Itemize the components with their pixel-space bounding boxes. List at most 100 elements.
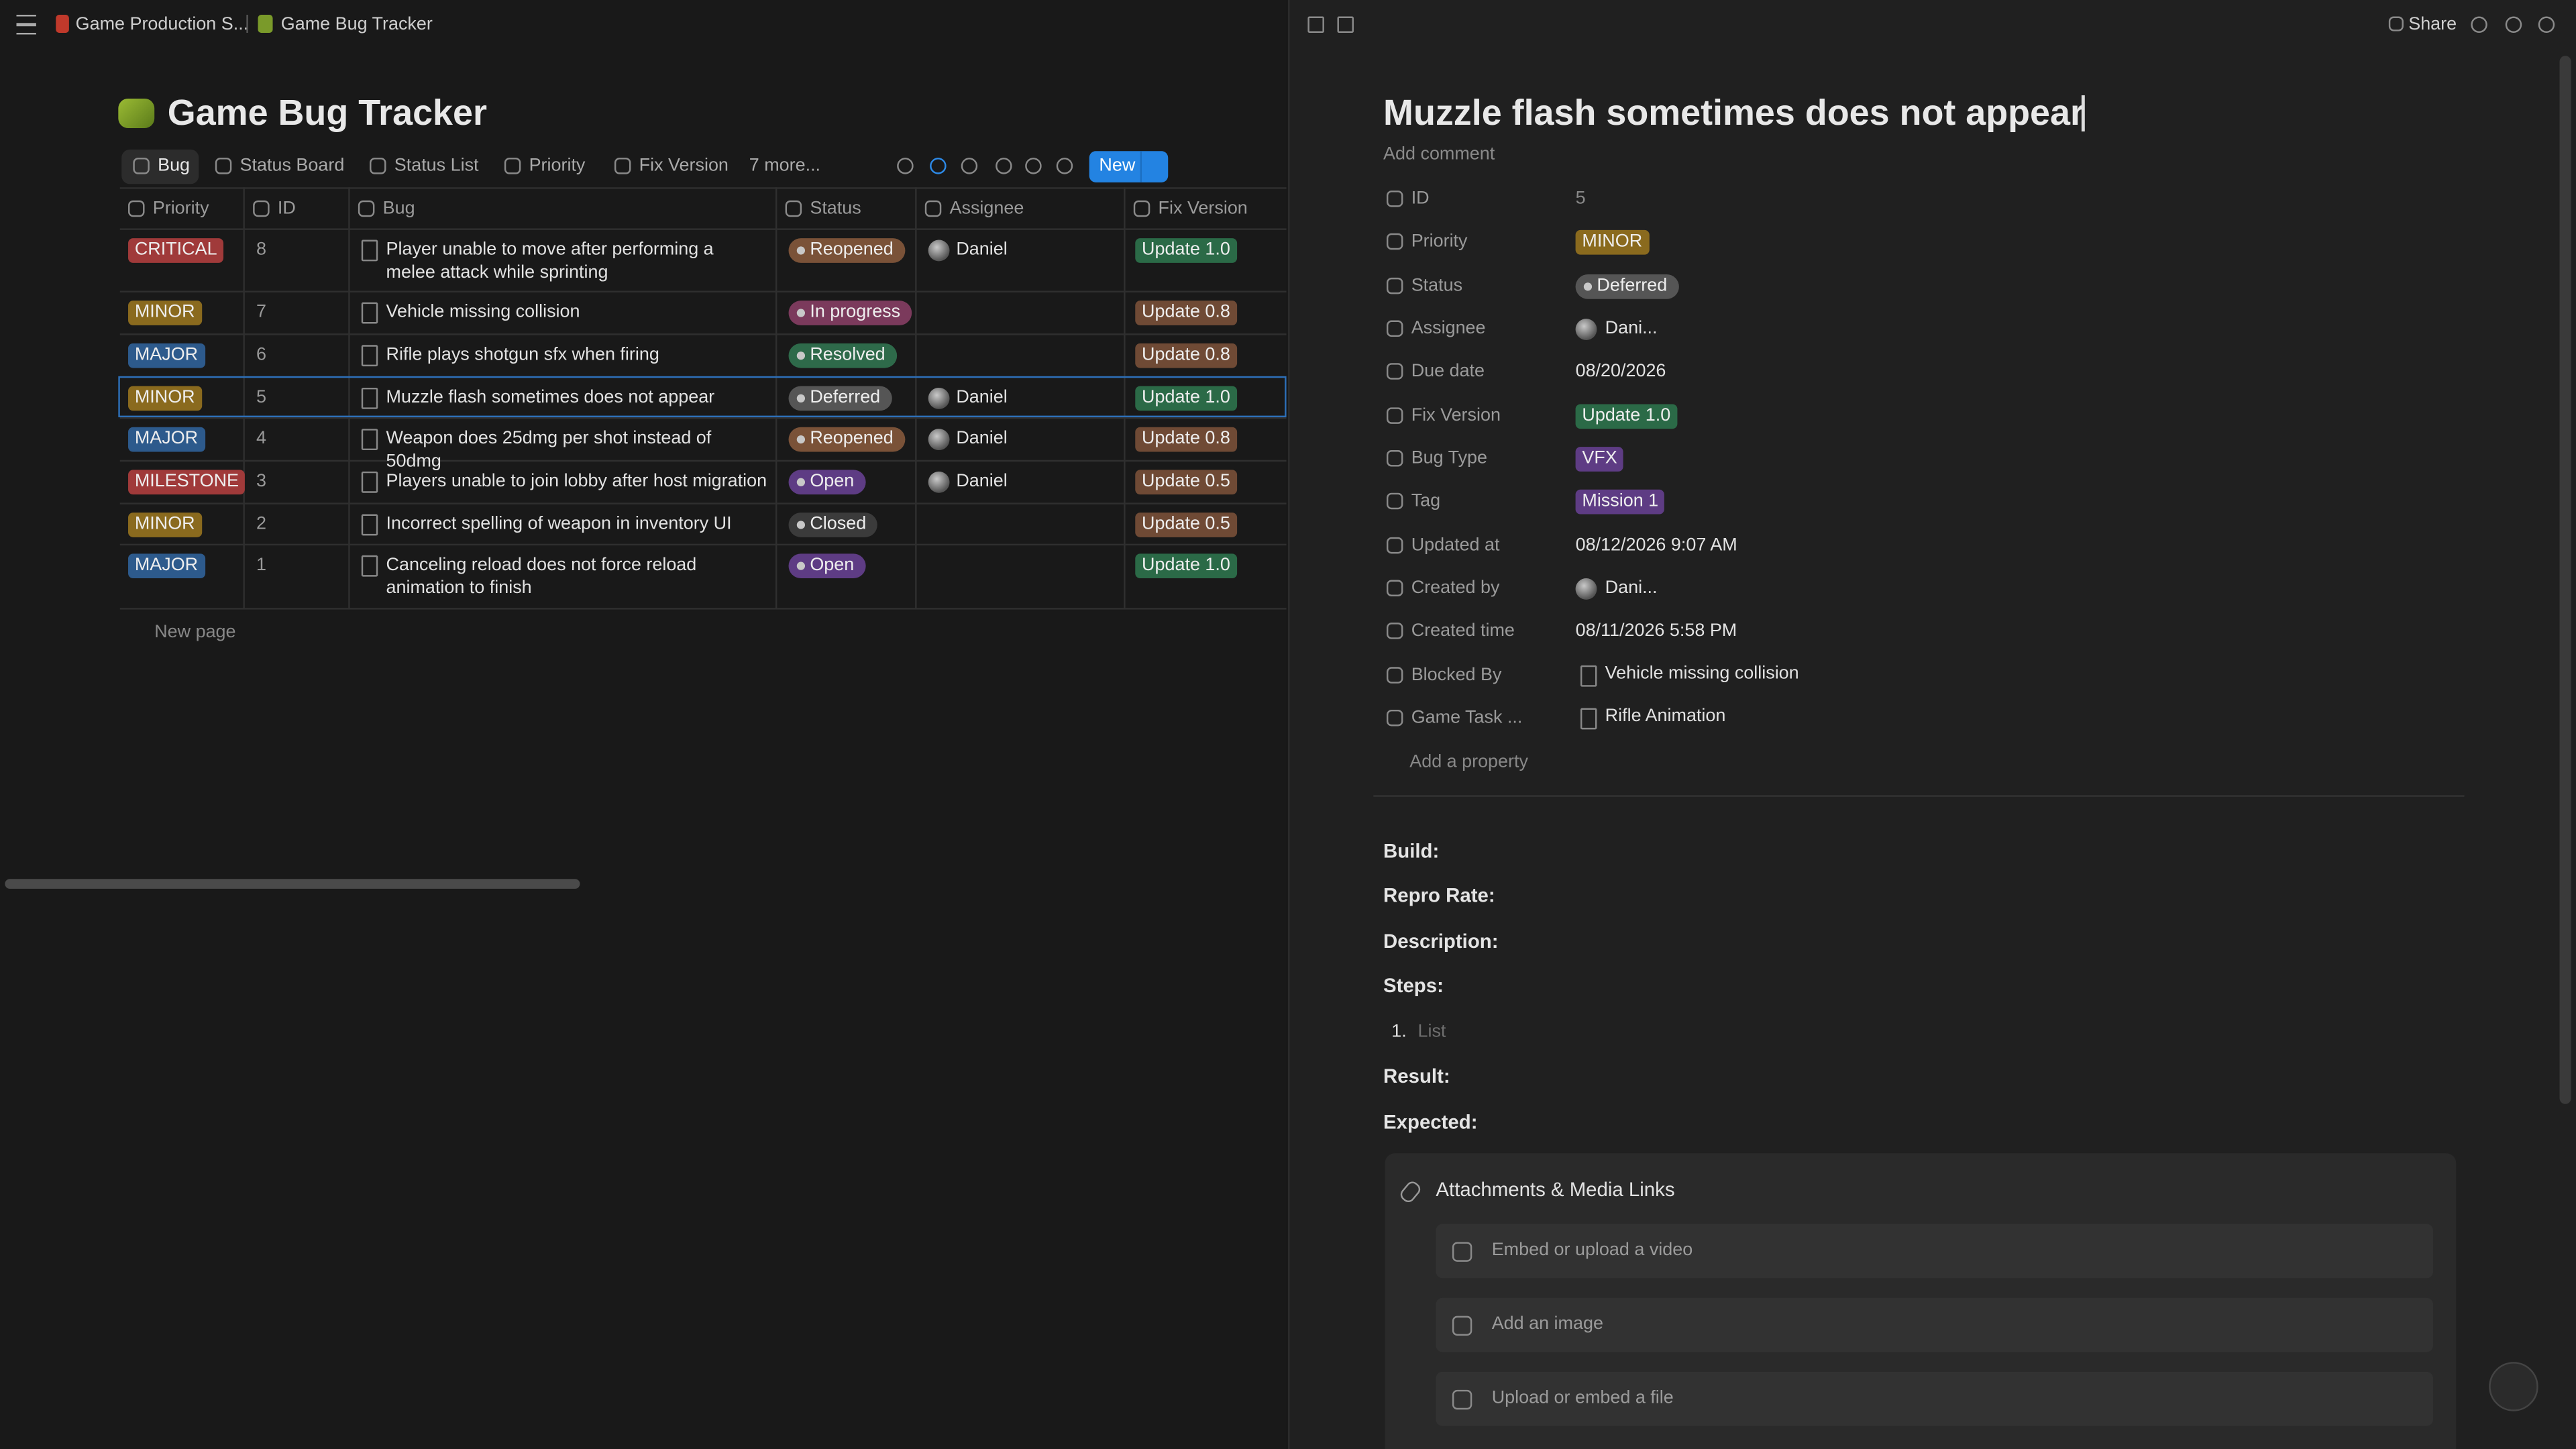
- breadcrumb[interactable]: Game Production S...: [75, 15, 249, 35]
- property-value[interactable]: Dani...: [1605, 319, 1658, 339]
- add-comment[interactable]: Add comment: [1383, 144, 1495, 164]
- list-number: 1.: [1391, 1022, 1407, 1042]
- column-header: Bug: [382, 199, 415, 219]
- doc-icon: [361, 239, 378, 262]
- view-tab[interactable]: Status List: [394, 156, 479, 176]
- toolbar-icon[interactable]: [1025, 158, 1042, 174]
- h-scrollbar[interactable]: [5, 879, 580, 889]
- tag: MINOR: [128, 301, 202, 325]
- list-placeholder[interactable]: List: [1417, 1022, 1446, 1042]
- bug-title[interactable]: Rifle plays shotgun sfx when firing: [386, 345, 659, 365]
- icon: [1452, 1242, 1472, 1262]
- icon: [1133, 200, 1150, 217]
- tag: Update 1.0: [1135, 238, 1237, 263]
- icon: [358, 200, 375, 217]
- attachment-slot[interactable]: [1436, 1371, 2433, 1426]
- tag: Mission 1: [1575, 490, 1665, 515]
- view-tab[interactable]: 7 more...: [749, 156, 821, 176]
- page-title: Game Bug Tracker: [167, 92, 487, 133]
- bug-title[interactable]: Weapon does 25dmg per shot instead of 50…: [386, 429, 712, 472]
- bug-title[interactable]: Players unable to join lobby after host …: [386, 471, 767, 492]
- view-tab[interactable]: Status Board: [239, 156, 345, 176]
- new-split: [1140, 151, 1142, 182]
- bug-title[interactable]: Player unable to move after performing a…: [386, 239, 714, 283]
- property-label: Created by: [1411, 578, 1500, 598]
- icon: [253, 200, 270, 217]
- icon: [1386, 623, 1403, 640]
- bug-title[interactable]: Muzzle flash sometimes does not appear: [386, 387, 715, 408]
- attachments-title: Attachments & Media Links: [1436, 1177, 1675, 1201]
- menu-button[interactable]: [16, 15, 36, 35]
- toolbar-icon[interactable]: [897, 158, 914, 174]
- attachment-slot[interactable]: [1436, 1297, 2433, 1352]
- property-value[interactable]: 5: [1575, 189, 1586, 209]
- avatar: [928, 239, 950, 262]
- property-value[interactable]: Vehicle missing collision: [1605, 663, 1799, 683]
- property-value[interactable]: Rifle Animation: [1605, 706, 1726, 727]
- row-line: [119, 417, 1287, 419]
- avatar: [1575, 578, 1597, 600]
- status-dot: [796, 478, 806, 486]
- toolbar-icon[interactable]: [1056, 158, 1073, 174]
- property-label: Fix Version: [1411, 405, 1501, 425]
- view-tab[interactable]: Priority: [529, 156, 586, 176]
- property-label: Updated at: [1411, 535, 1500, 555]
- page-icon: [56, 15, 69, 33]
- attachment-label: Add an image: [1491, 1314, 1603, 1334]
- view-tab[interactable]: Bug: [158, 156, 191, 176]
- icon: [1386, 277, 1403, 294]
- property-label: Blocked By: [1411, 664, 1502, 685]
- tag: Update 0.8: [1135, 427, 1237, 452]
- icon: [2538, 16, 2555, 33]
- bug-title[interactable]: Canceling reload does not force reload a…: [386, 555, 697, 598]
- assignee: Daniel: [956, 387, 1008, 408]
- menu-mid: [16, 23, 36, 25]
- status-dot: [796, 309, 806, 317]
- doc-icon: [361, 429, 378, 451]
- property-value[interactable]: 08/11/2026 5:58 PM: [1575, 621, 1737, 641]
- toolbar-icon[interactable]: [930, 158, 947, 174]
- tag: MAJOR: [128, 553, 205, 579]
- icon: [1386, 363, 1403, 380]
- v-scrollbar[interactable]: [2559, 56, 2571, 1104]
- property-label: Status: [1411, 275, 1463, 295]
- section-heading: Result:: [1383, 1064, 1450, 1088]
- doc-icon: [1580, 708, 1597, 730]
- tag: Update 0.8: [1135, 343, 1237, 368]
- property-label: Game Task ...: [1411, 708, 1523, 728]
- icon: [2388, 16, 2404, 32]
- column-header: Assignee: [949, 199, 1024, 219]
- property-label: Created time: [1411, 621, 1515, 641]
- property-value[interactable]: 08/20/2026: [1575, 362, 1666, 382]
- status-pill: Reopened: [788, 238, 905, 263]
- tag: MINOR: [1575, 230, 1649, 256]
- view-tab[interactable]: Fix Version: [639, 156, 729, 176]
- bug-title[interactable]: Vehicle missing collision: [386, 302, 580, 323]
- assignee: Daniel: [956, 429, 1008, 449]
- new-button[interactable]: [1089, 151, 1169, 182]
- toolbar-icon[interactable]: [996, 158, 1012, 174]
- new-page[interactable]: New page: [154, 623, 236, 643]
- help-button[interactable]: [2489, 1362, 2538, 1411]
- avatar: [928, 471, 950, 493]
- toolbar-icon[interactable]: [961, 158, 978, 174]
- attachment-slot[interactable]: [1436, 1224, 2433, 1279]
- icon: [2505, 16, 2522, 33]
- share-button[interactable]: Share: [2408, 15, 2457, 35]
- status-pill: Resolved: [788, 343, 897, 368]
- property-value[interactable]: Dani...: [1605, 578, 1658, 598]
- property-value[interactable]: 08/12/2026 9:07 AM: [1575, 535, 1737, 555]
- bug-title[interactable]: Incorrect spelling of weapon in inventor…: [386, 514, 732, 534]
- doc-icon: [361, 471, 378, 493]
- property-label: Bug Type: [1411, 448, 1488, 468]
- property-label: ID: [1411, 189, 1430, 209]
- avatar: [928, 387, 950, 409]
- breadcrumb[interactable]: Game Bug Tracker: [280, 15, 433, 35]
- assignee: Daniel: [956, 239, 1008, 260]
- property-label: Tag: [1411, 491, 1441, 512]
- icon: [1386, 580, 1403, 596]
- status-dot: [796, 521, 806, 529]
- column-header: ID: [277, 199, 296, 219]
- add-property[interactable]: Add a property: [1409, 752, 1528, 773]
- new-button-label[interactable]: New: [1099, 156, 1136, 176]
